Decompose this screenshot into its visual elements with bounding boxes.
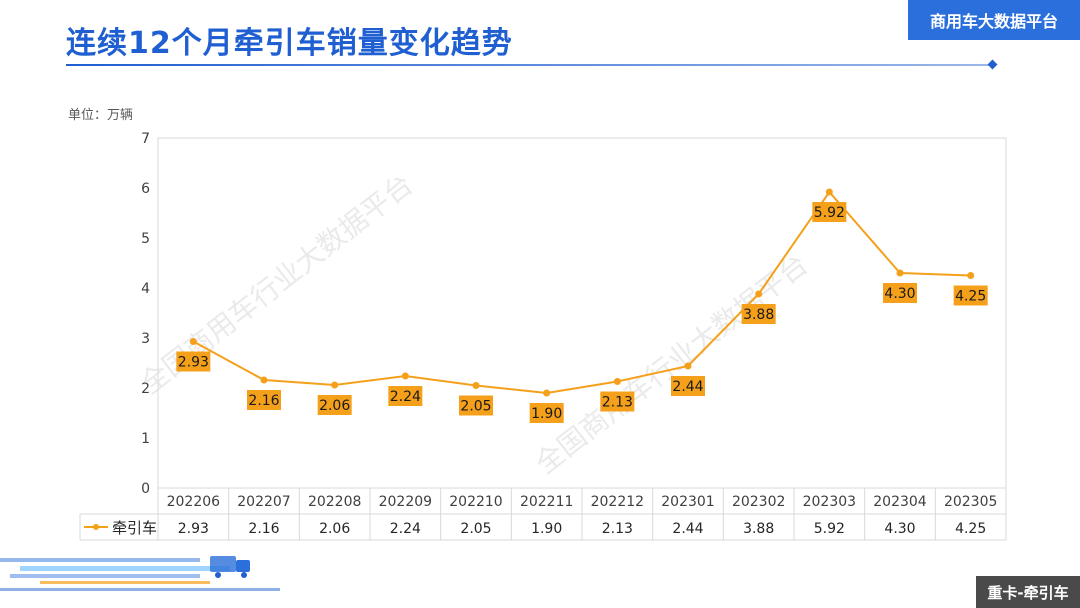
y-tick-label: 7 — [141, 131, 150, 147]
data-point — [472, 382, 480, 389]
data-label-box — [529, 403, 564, 423]
table-cell-value: 2.93 — [178, 521, 209, 537]
y-tick-label: 5 — [141, 231, 150, 247]
x-tick-label: 202211 — [520, 494, 573, 510]
legend-marker — [93, 524, 99, 530]
data-label: 1.90 — [531, 406, 562, 422]
x-tick-label: 202207 — [237, 494, 290, 510]
x-tick-label: 202212 — [591, 494, 644, 510]
y-axis: 0 1 2 3 4 5 6 7 — [141, 131, 150, 497]
watermark-text: 全国商用车行业大数据平台 — [529, 248, 814, 481]
y-tick-label: 0 — [141, 481, 150, 497]
data-label-box — [176, 351, 211, 372]
table-cell-value: 5.92 — [814, 521, 845, 537]
table-cell-value: 2.05 — [460, 521, 491, 537]
data-label: 3.88 — [743, 307, 774, 323]
x-tick-label: 202209 — [379, 494, 432, 510]
x-tick-label: 202210 — [449, 494, 502, 510]
data-label-box — [317, 395, 352, 415]
table-cell-value: 2.16 — [248, 521, 279, 537]
data-point — [684, 362, 692, 370]
data-point — [401, 372, 409, 380]
x-tick-label: 202304 — [873, 494, 927, 510]
y-tick-label: 3 — [141, 331, 150, 347]
data-label-box — [600, 391, 635, 412]
table-cell-value: 2.24 — [390, 521, 421, 537]
data-point — [825, 188, 833, 196]
table-cell-value: 4.30 — [884, 521, 915, 537]
data-label: 5.92 — [814, 205, 845, 221]
series-layer: 2.93 2.16 2.06 2.24 2.05 1.90 2.13 2.44 3.88 5.92… — [176, 188, 988, 423]
data-point — [967, 272, 975, 279]
data-label: 2.93 — [178, 355, 209, 371]
y-tick-label: 1 — [141, 431, 150, 447]
data-label: 2.06 — [319, 398, 350, 414]
page-title: 连续12个月牵引车销量变化趋势 — [66, 26, 513, 61]
data-label: 2.24 — [390, 389, 421, 405]
watermark-group: 全国商用车行业大数据平台 全国商用车行业大数据平台 — [134, 168, 814, 481]
data-label-box — [953, 285, 988, 306]
brand-badge: 商用车大数据平台 — [908, 0, 1080, 40]
data-label-box — [741, 304, 776, 324]
data-point — [331, 381, 339, 389]
table-cell-value: 2.06 — [319, 521, 350, 537]
data-label-box — [812, 202, 847, 222]
data-label: 2.44 — [672, 379, 703, 395]
legend-label: 牵引车 — [112, 519, 157, 537]
data-table: 202206 202207 202208 202209 202210 202211 2022… — [79, 488, 1007, 541]
data-label-box — [671, 376, 705, 396]
table-cell-value: 1.90 — [531, 521, 562, 537]
y-tick-label: 2 — [141, 381, 150, 397]
x-tick-label: 202305 — [944, 494, 997, 510]
x-tick-label: 202206 — [167, 494, 221, 510]
data-label-box — [247, 390, 281, 410]
series-line — [192, 190, 971, 395]
title-underline — [66, 64, 994, 66]
data-point — [896, 269, 904, 277]
data-label: 2.05 — [460, 399, 491, 415]
x-tick-label: 202303 — [803, 494, 856, 510]
data-label: 2.16 — [248, 393, 279, 409]
truck-icon — [210, 556, 250, 578]
x-tick-label: 202302 — [732, 494, 785, 510]
data-label: 4.25 — [955, 289, 986, 305]
y-tick-label: 4 — [141, 281, 150, 297]
unit-label: 单位：万辆 — [68, 108, 134, 123]
y-tick-label: 6 — [141, 181, 150, 197]
footer-tag: 重卡-牵引车 — [976, 576, 1080, 608]
data-point — [189, 338, 197, 345]
data-label: 2.13 — [602, 395, 633, 411]
table-cell-value: 4.25 — [955, 521, 986, 537]
data-point — [755, 290, 763, 298]
truck-decoration — [0, 556, 280, 591]
data-label-box — [459, 395, 493, 416]
data-point — [260, 376, 268, 384]
data-label-box — [388, 386, 423, 406]
table-cell-value: 2.44 — [672, 521, 703, 537]
data-point — [543, 389, 551, 397]
x-tick-label: 202301 — [661, 494, 714, 510]
data-label: 4.30 — [884, 286, 915, 302]
x-tick-label: 202208 — [308, 494, 361, 510]
table-cell-value: 2.13 — [602, 521, 633, 537]
data-point — [613, 378, 621, 385]
data-label-box — [883, 283, 917, 303]
table-cell-value: 3.88 — [743, 521, 774, 537]
